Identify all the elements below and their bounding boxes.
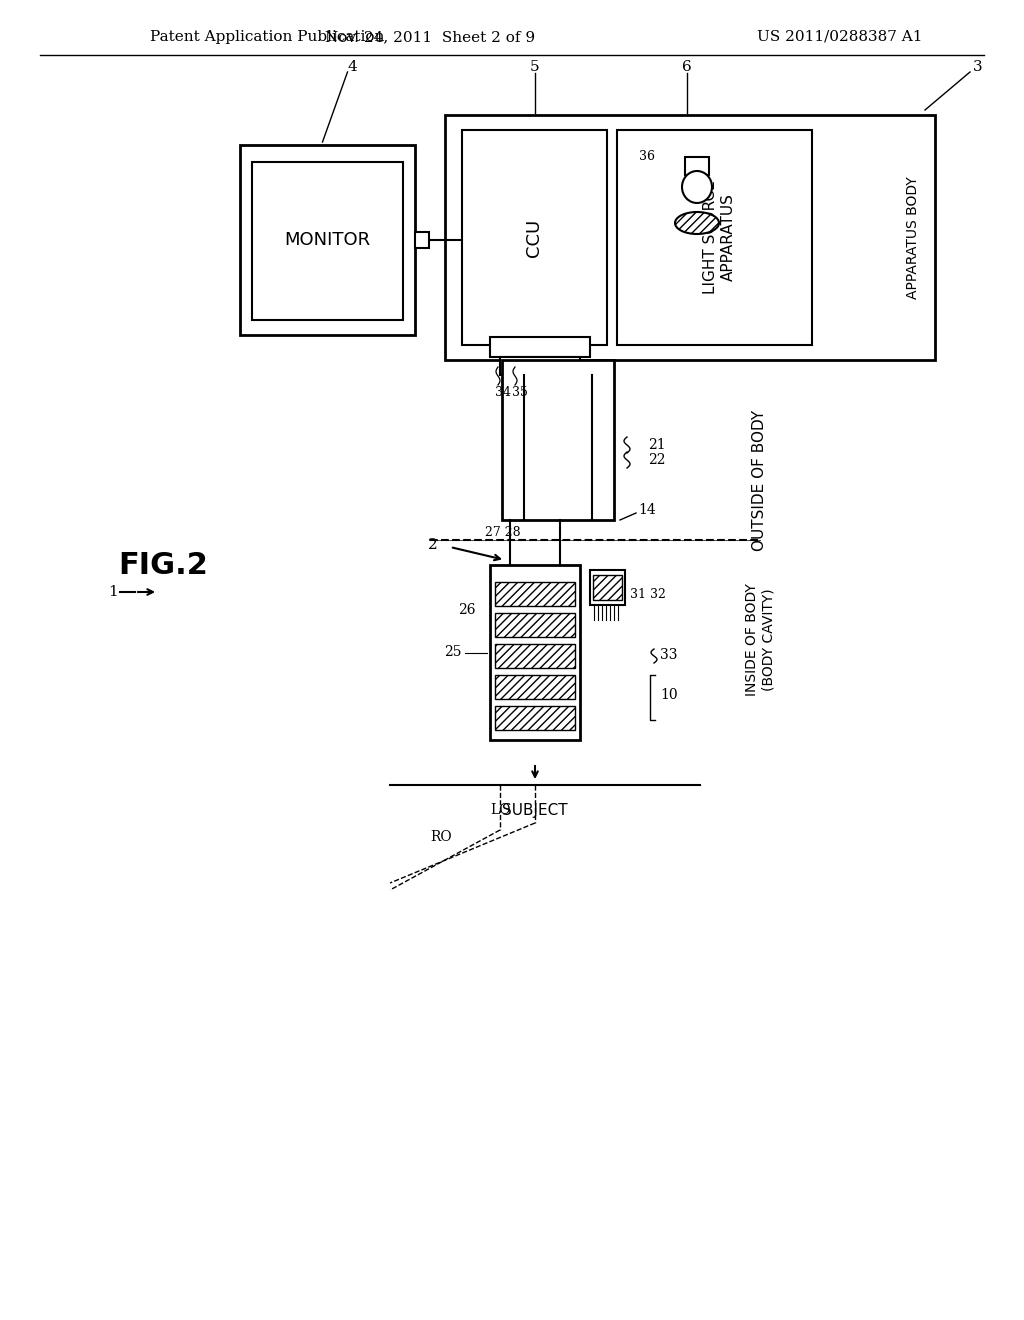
Bar (495, 706, 575, 730)
Text: 35: 35 (512, 385, 528, 399)
Text: 33: 33 (660, 648, 678, 663)
Text: 22: 22 (648, 453, 666, 467)
Text: 14: 14 (638, 503, 655, 517)
Text: 3: 3 (973, 59, 983, 74)
Bar (445, 115, 935, 360)
Text: SUBJECT: SUBJECT (502, 803, 568, 818)
Bar (617, 129, 812, 345)
Text: 27 28: 27 28 (485, 527, 520, 540)
Bar (590, 570, 625, 605)
Text: Nov. 24, 2011  Sheet 2 of 9: Nov. 24, 2011 Sheet 2 of 9 (325, 30, 536, 44)
Bar (240, 145, 415, 335)
Ellipse shape (675, 213, 719, 234)
Text: 36: 36 (639, 150, 655, 164)
Text: 6: 6 (682, 59, 692, 74)
Bar (252, 162, 403, 319)
Bar (502, 360, 614, 520)
Text: LO: LO (490, 803, 511, 817)
Text: LIGHT SOURCE
APPARATUS: LIGHT SOURCE APPARATUS (703, 181, 735, 294)
Text: 5: 5 (529, 59, 540, 74)
Bar (685, 157, 709, 176)
Bar (495, 582, 575, 606)
Text: Patent Application Publication: Patent Application Publication (150, 30, 384, 44)
Text: 34: 34 (495, 385, 511, 399)
Bar (462, 129, 607, 345)
Text: RO: RO (430, 830, 452, 843)
Bar (490, 565, 580, 741)
Text: 1: 1 (109, 585, 118, 599)
Ellipse shape (682, 172, 712, 203)
Bar (495, 675, 575, 700)
Text: 2: 2 (428, 539, 438, 552)
Text: INSIDE OF BODY
(BODY CAVITY): INSIDE OF BODY (BODY CAVITY) (744, 583, 775, 697)
Bar (415, 232, 429, 248)
Text: 10: 10 (660, 688, 678, 702)
Bar (495, 612, 575, 638)
Text: FIG.2: FIG.2 (118, 550, 208, 579)
Text: 31 32: 31 32 (630, 589, 666, 602)
Text: CCU: CCU (525, 218, 544, 256)
Text: 21: 21 (648, 438, 666, 451)
Text: 26: 26 (459, 603, 476, 616)
Text: 25: 25 (444, 645, 462, 660)
Text: MONITOR: MONITOR (285, 231, 371, 249)
Text: OUTSIDE OF BODY: OUTSIDE OF BODY (753, 409, 768, 550)
Bar (490, 337, 590, 356)
Text: APPARATUS BODY: APPARATUS BODY (906, 176, 920, 298)
Text: US 2011/0288387 A1: US 2011/0288387 A1 (758, 30, 923, 44)
Text: 4: 4 (347, 59, 357, 74)
Bar (593, 576, 622, 601)
Bar (495, 644, 575, 668)
Bar (500, 356, 580, 375)
